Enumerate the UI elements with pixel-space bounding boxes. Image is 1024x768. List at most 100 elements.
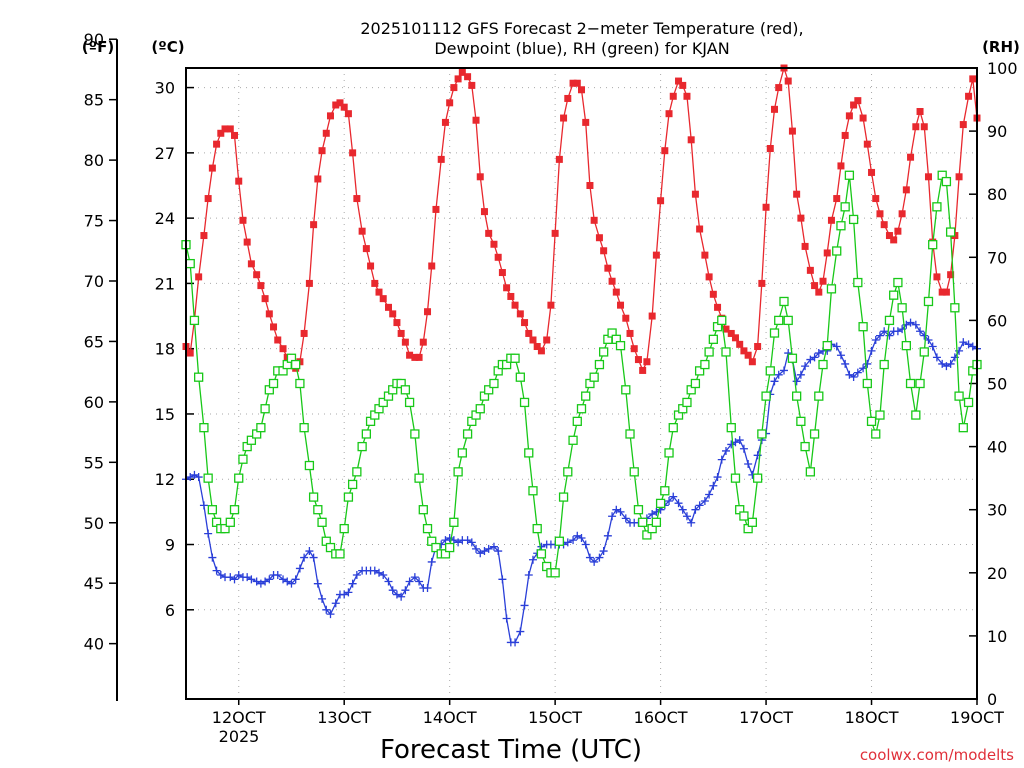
2-meter-temperature-point: [573, 79, 581, 87]
2-meter-temperature-point: [639, 366, 647, 374]
rh-point: [625, 429, 635, 439]
dewpoint-point: [608, 512, 617, 521]
2-meter-temperature-point: [379, 295, 387, 303]
dewpoint-point: [612, 505, 621, 514]
dewpoint-point: [256, 579, 265, 588]
2-meter-temperature-point: [582, 118, 590, 126]
2-meter-temperature-point: [859, 114, 867, 122]
dewpoint-point: [216, 570, 225, 579]
fahrenheit-tick-label: 50: [84, 514, 104, 533]
2-meter-temperature-point: [630, 345, 638, 353]
fahrenheit-tick-label: 85: [84, 91, 104, 110]
rh-point: [651, 517, 662, 527]
dewpoint-point: [476, 549, 485, 558]
dewpoint-point: [528, 555, 537, 564]
2-meter-temperature-point: [362, 245, 370, 253]
dewpoint-point: [964, 340, 973, 349]
rh-point: [889, 290, 899, 300]
rh-point: [739, 511, 749, 521]
2-meter-temperature-point: [942, 288, 950, 296]
dewpoint-point: [344, 588, 353, 597]
2-meter-temperature-point: [617, 301, 625, 309]
rh-point: [682, 397, 692, 408]
rh-point: [915, 378, 925, 389]
2-meter-temperature-point: [204, 195, 212, 203]
dewpoint-point: [928, 342, 937, 351]
rh-point: [343, 492, 354, 502]
rh-point: [945, 227, 956, 237]
dewpoint-point: [375, 568, 384, 577]
dewpoint-point: [467, 538, 476, 547]
2-meter-temperature-point: [358, 227, 366, 235]
2-meter-temperature-point: [340, 103, 348, 111]
2-meter-temperature-point: [419, 338, 427, 346]
2-meter-temperature-point: [705, 273, 713, 281]
2-meter-temperature-point: [758, 279, 766, 287]
2-meter-temperature-point: [305, 279, 313, 287]
dewpoint-point: [331, 599, 340, 608]
rh-point: [352, 467, 362, 477]
2-meter-temperature-point: [727, 329, 735, 337]
dewpoint-point: [423, 584, 432, 593]
dewpoint-point: [472, 544, 481, 553]
celsius-tick-label: 21: [155, 274, 175, 293]
2-meter-temperature-point: [793, 190, 801, 198]
dewpoint-point: [405, 577, 414, 586]
rh-point: [510, 353, 520, 363]
2-meter-temperature-point: [648, 312, 656, 320]
2-meter-temperature-point: [687, 136, 695, 144]
axes: 4045505560657075808590691215182124273001…: [84, 30, 1018, 727]
dewpoint-point: [212, 566, 221, 575]
dewpoint-point: [721, 446, 730, 455]
dewpoint-point: [388, 586, 397, 595]
dewpoint-point: [300, 553, 309, 562]
rh-point: [550, 568, 560, 578]
dewpoint-point: [906, 318, 915, 327]
2-meter-temperature-point: [375, 288, 383, 296]
rh-point: [568, 435, 578, 445]
2-meter-temperature-point: [823, 249, 831, 257]
rh-point: [532, 523, 542, 534]
rh-point: [229, 505, 240, 515]
dewpoint-point: [401, 586, 410, 595]
rh-point: [594, 359, 605, 370]
dewpoint-point: [779, 366, 788, 375]
2-meter-temperature-point: [894, 227, 902, 235]
dewpoint-point: [863, 359, 872, 368]
rh-point: [431, 542, 441, 553]
rh-point: [950, 303, 960, 313]
rh-tick-label: 0: [987, 690, 997, 709]
dewpoint-point: [665, 496, 674, 505]
rh-tick-label: 10: [987, 627, 1007, 646]
2-meter-temperature-point: [432, 205, 440, 213]
2-meter-temperature-point: [586, 181, 594, 189]
rh-point: [836, 221, 846, 231]
dewpoint-point: [194, 473, 203, 482]
rh-point: [875, 410, 885, 420]
2-meter-temperature-point: [902, 186, 910, 194]
rh-point: [805, 467, 816, 477]
2-meter-temperature-point: [389, 310, 397, 318]
dewpoint-point: [648, 510, 657, 519]
rh-point: [203, 473, 213, 483]
rh-point: [357, 441, 367, 452]
2-meter-temperature-point: [322, 129, 330, 137]
rh-point: [664, 448, 674, 458]
2-meter-temperature-point: [827, 216, 835, 224]
2-meter-temperature-point: [464, 73, 472, 81]
rh-point: [519, 397, 530, 408]
rh-point: [832, 246, 842, 256]
rh-point: [404, 397, 415, 408]
celsius-tick-label: 12: [155, 470, 175, 489]
rh-point: [414, 473, 424, 483]
2-meter-temperature-point: [217, 129, 225, 137]
x-tick-label: 14OCT: [423, 708, 477, 727]
dewpoint-point: [959, 338, 968, 347]
2-meter-temperature-point: [551, 229, 559, 237]
2-meter-temperature-point: [907, 153, 915, 161]
2-meter-temperature-point: [300, 329, 308, 337]
dewpoint-point: [208, 553, 217, 562]
dewpoint-point: [397, 592, 406, 601]
rh-point: [475, 404, 485, 414]
x-tick-label: 17OCT: [739, 708, 793, 727]
